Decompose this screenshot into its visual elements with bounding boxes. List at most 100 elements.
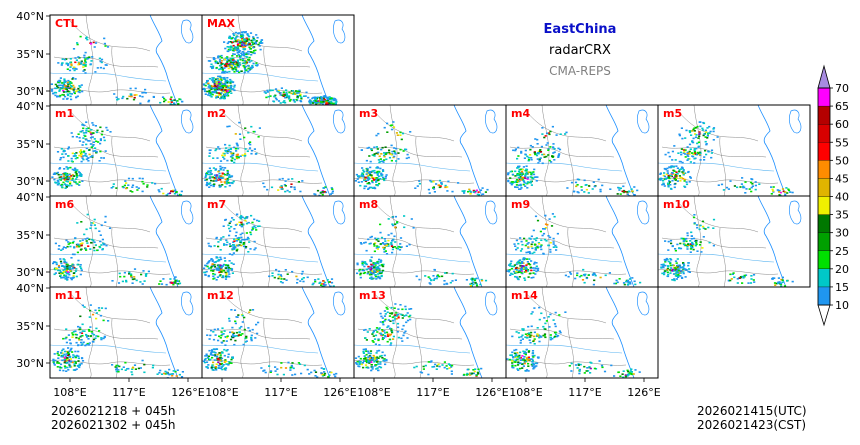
echo-cell [384,320,386,322]
echo-cell [324,191,326,193]
echo-cell [518,166,520,168]
echo-cell [524,178,526,180]
echo-cell [226,244,228,246]
echo-cell [227,43,229,45]
echo-cell [222,96,224,98]
echo-cell [100,337,102,339]
echo-cell [74,62,76,64]
echo-cell [212,180,214,182]
echo-cell [173,99,175,101]
echo-cell [368,155,370,157]
echo-cell [159,102,161,104]
echo-cell [480,368,482,370]
echo-cell [778,288,780,290]
echo-cell [376,359,378,361]
echo-cell [470,285,472,287]
echo-cell [315,102,317,104]
echo-cell [234,309,236,311]
echo-cell [358,356,360,358]
echo-cell [229,230,231,232]
echo-cell [434,191,436,193]
echo-cell [547,149,549,151]
echo-cell [224,219,226,221]
echo-cell [512,150,514,152]
echo-cell [248,47,250,49]
echo-cell [62,85,64,87]
echo-cell [530,173,532,175]
echo-cell [520,250,522,252]
echo-cell [543,154,545,156]
echo-cell [70,96,72,98]
echo-cell [214,359,216,361]
echo-cell [221,363,223,365]
echo-cell [511,181,513,183]
echo-cell [271,187,273,189]
echo-cell [292,90,294,92]
echo-cell [532,171,534,173]
echo-cell [241,70,243,72]
echo-cell [247,237,249,239]
echo-cell [510,273,512,275]
echo-cell [88,329,90,331]
echo-cell [235,235,237,237]
echo-cell [75,183,77,185]
echo-cell [681,127,683,129]
echo-cell [122,96,124,98]
echo-cell [248,312,250,314]
echo-cell [395,312,397,314]
echo-cell [229,320,231,322]
echo-cell [371,175,373,177]
echo-cell [416,276,418,278]
panel-label: m2 [207,107,226,120]
echo-cell [67,241,69,243]
echo-cell [73,155,75,157]
echo-cell [553,238,555,240]
echo-cell [435,183,437,185]
echo-cell [383,249,385,251]
echo-cell [519,276,521,278]
echo-cell [218,352,220,354]
echo-cell [441,364,443,366]
echo-cell [379,363,381,365]
echo-cell [58,245,60,247]
echo-cell [249,57,251,59]
echo-cell [308,101,310,103]
echo-cell [227,265,229,267]
echo-cell [529,154,531,156]
echo-cell [213,183,215,185]
echo-cell [119,273,121,275]
echo-cell [220,337,222,339]
echo-cell [60,174,62,176]
echo-cell [217,276,219,278]
echo-cell [429,282,431,284]
echo-cell [330,372,332,374]
echo-cell [361,167,363,169]
echo-cell [65,240,67,242]
echo-cell [525,240,527,242]
echo-cell [386,131,388,133]
echo-cell [507,270,509,272]
echo-cell [477,373,479,375]
echo-cell [689,271,691,273]
echo-cell [667,152,669,154]
echo-cell [584,275,586,277]
echo-cell [694,151,696,153]
echo-cell [691,130,693,132]
echo-cell [295,99,297,101]
echo-cell [214,91,216,93]
echo-cell [308,373,310,375]
echo-cell [208,243,210,245]
echo-cell [99,241,101,243]
echo-cell [131,191,133,193]
echo-cell [665,154,667,156]
echo-cell [408,316,410,318]
echo-cell [361,270,363,272]
echo-cell [469,190,471,192]
echo-cell [64,59,66,61]
echo-cell [549,251,551,253]
echo-cell [105,150,107,152]
echo-cell [474,371,476,373]
echo-cell [65,187,67,189]
echo-cell [451,371,453,373]
echo-cell [705,154,707,156]
